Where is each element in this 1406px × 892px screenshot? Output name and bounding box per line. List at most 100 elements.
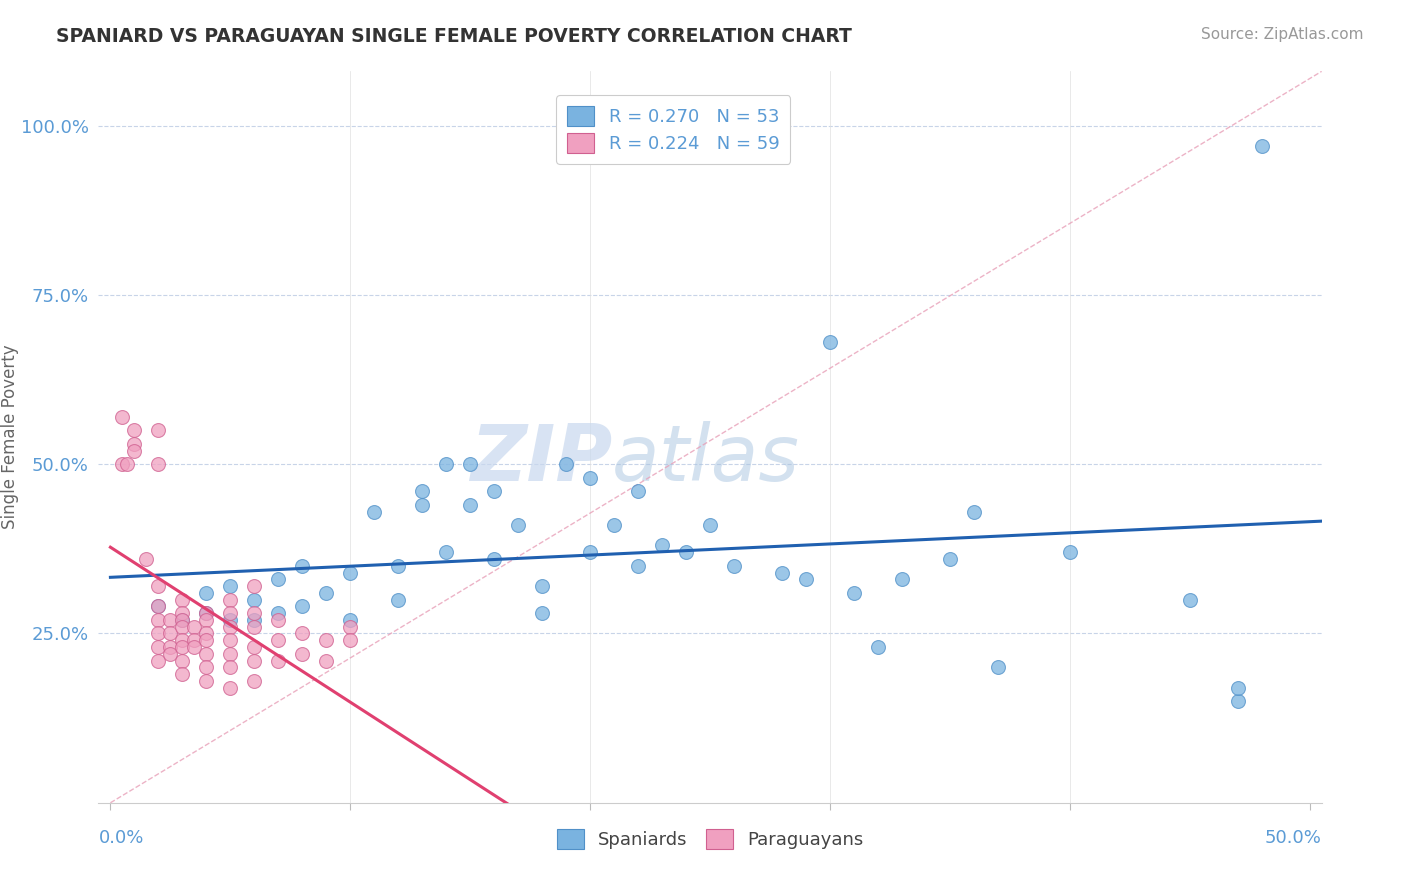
Point: [172, 640, 194, 654]
Point: [183, 620, 205, 634]
Point: [183, 640, 205, 654]
Point: [434, 457, 457, 471]
Point: [183, 633, 205, 648]
Point: [148, 640, 170, 654]
Point: [987, 660, 1010, 674]
Point: [770, 566, 793, 580]
Point: [1178, 592, 1201, 607]
Point: [531, 606, 554, 620]
Point: [1059, 545, 1081, 559]
Point: [195, 606, 218, 620]
Point: [434, 545, 457, 559]
Point: [219, 660, 242, 674]
Point: [243, 613, 266, 627]
Point: [243, 654, 266, 668]
Point: [315, 586, 337, 600]
Point: [482, 552, 505, 566]
Point: [1226, 694, 1249, 708]
Point: [387, 592, 409, 607]
Point: [148, 423, 170, 437]
Point: [267, 606, 290, 620]
Point: [627, 558, 650, 573]
Point: [818, 335, 841, 350]
Point: [148, 654, 170, 668]
Point: [508, 518, 530, 533]
Point: [842, 586, 865, 600]
Point: [148, 579, 170, 593]
Point: [339, 633, 361, 648]
Point: [219, 606, 242, 620]
Point: [267, 613, 290, 627]
Point: [219, 592, 242, 607]
Point: [267, 633, 290, 648]
Point: [339, 613, 361, 627]
Point: [627, 484, 650, 499]
Point: [458, 457, 481, 471]
Text: 50.0%: 50.0%: [1265, 829, 1322, 847]
Point: [195, 660, 218, 674]
Text: Source: ZipAtlas.com: Source: ZipAtlas.com: [1201, 27, 1364, 42]
Point: [866, 640, 889, 654]
Y-axis label: Single Female Poverty: Single Female Poverty: [0, 345, 18, 529]
Point: [219, 681, 242, 695]
Point: [651, 538, 673, 552]
Point: [159, 640, 181, 654]
Point: [339, 620, 361, 634]
Point: [387, 558, 409, 573]
Legend: Spaniards, Paraguayans: Spaniards, Paraguayans: [550, 822, 870, 856]
Point: [172, 606, 194, 620]
Point: [291, 599, 314, 614]
Point: [148, 457, 170, 471]
Point: [411, 484, 433, 499]
Point: [603, 518, 626, 533]
Point: [458, 498, 481, 512]
Point: [159, 626, 181, 640]
Point: [243, 673, 266, 688]
Point: [291, 626, 314, 640]
Point: [1226, 681, 1249, 695]
Point: [195, 613, 218, 627]
Point: [195, 626, 218, 640]
Point: [111, 409, 134, 424]
Point: [794, 572, 817, 586]
Point: [555, 457, 578, 471]
Point: [243, 592, 266, 607]
Point: [315, 654, 337, 668]
Text: 0.0%: 0.0%: [98, 829, 143, 847]
Point: [243, 620, 266, 634]
Point: [411, 498, 433, 512]
Point: [148, 599, 170, 614]
Point: [291, 647, 314, 661]
Point: [135, 552, 157, 566]
Point: [243, 579, 266, 593]
Point: [219, 647, 242, 661]
Point: [195, 606, 218, 620]
Point: [267, 572, 290, 586]
Point: [890, 572, 912, 586]
Point: [172, 667, 194, 681]
Point: [675, 545, 697, 559]
Point: [579, 545, 602, 559]
Point: [195, 586, 218, 600]
Point: [939, 552, 962, 566]
Point: [963, 505, 986, 519]
Point: [723, 558, 745, 573]
Point: [124, 423, 146, 437]
Point: [243, 606, 266, 620]
Point: [172, 654, 194, 668]
Point: [219, 579, 242, 593]
Point: [195, 647, 218, 661]
Point: [219, 613, 242, 627]
Text: ZIP: ZIP: [470, 421, 612, 497]
Point: [148, 613, 170, 627]
Point: [111, 457, 134, 471]
Point: [363, 505, 385, 519]
Point: [124, 437, 146, 451]
Text: atlas: atlas: [612, 421, 800, 497]
Point: [115, 457, 138, 471]
Point: [195, 633, 218, 648]
Point: [148, 626, 170, 640]
Point: [531, 579, 554, 593]
Point: [1250, 139, 1272, 153]
Point: [243, 640, 266, 654]
